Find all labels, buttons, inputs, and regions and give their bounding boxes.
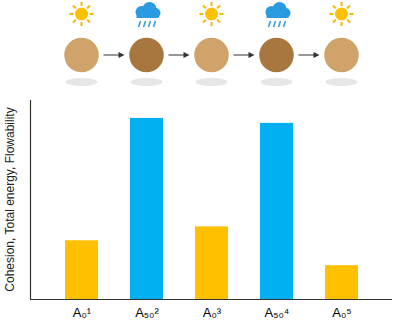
svg-text:A₅₀⁴: A₅₀⁴ [265,305,290,320]
svg-text:A₀¹: A₀¹ [73,305,92,320]
svg-text:A₀⁵: A₀⁵ [332,305,351,320]
svg-text:A₀³: A₀³ [203,305,222,320]
svg-text:Cohesion, Total energy, Flowab: Cohesion, Total energy, Flowability [3,107,17,291]
svg-text:A₅₀²: A₅₀² [135,305,159,320]
